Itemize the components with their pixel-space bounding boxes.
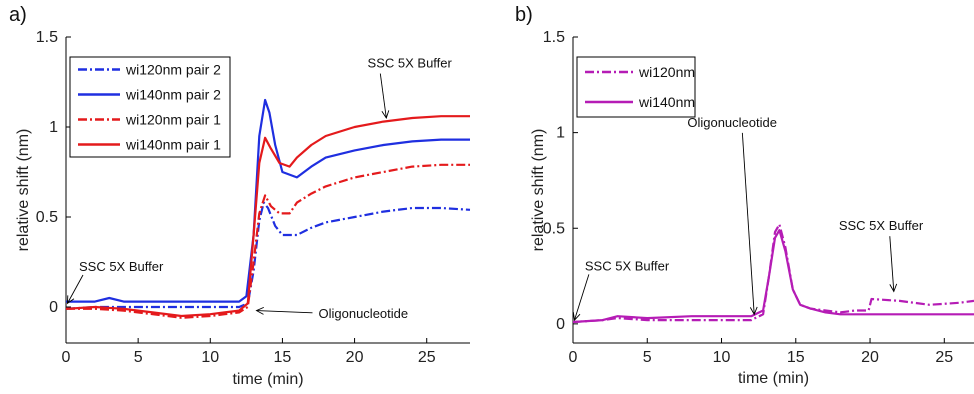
annotation-arrowhead: [66, 295, 75, 305]
legend-entry: wi140nm pair 2: [125, 87, 221, 103]
x-tick-label: 10: [201, 349, 219, 366]
legend-box: [576, 56, 696, 118]
legend-entry: wi120nm pair 1: [125, 112, 221, 128]
x-tick-label: 15: [274, 349, 292, 366]
chart-panel-b: 0 5 10 15 20 25 0 0.5 1 1.5 time (min) relative shi…: [515, 4, 974, 387]
annotation-arrowhead: [889, 283, 898, 293]
legend-entry: wi140nm pair 1: [125, 137, 221, 153]
y-tick-label: 0: [556, 316, 565, 333]
annotation-arrow: [889, 236, 895, 292]
annotation-arrowhead: [749, 306, 758, 316]
x-tick-label: 10: [713, 349, 731, 366]
y-tick-label: 0.5: [543, 220, 565, 237]
panel-label: a): [9, 4, 27, 26]
annotation-arrowhead: [381, 110, 390, 120]
x-tick-label: 20: [346, 349, 364, 366]
x-axis-label: time (min): [738, 370, 809, 387]
annotation-arrow: [256, 310, 313, 314]
annotation-label: SSC 5X Buffer: [839, 218, 924, 233]
x-tick-label: 0: [569, 349, 578, 366]
annotation-arrow: [67, 274, 84, 304]
series-line-wi120nm-pair-2: [65, 201, 471, 310]
panel-label: b): [515, 4, 533, 26]
annotation-arrowhead: [255, 306, 264, 315]
annotation-arrow: [379, 73, 387, 119]
annotation-label: Oligonucleotide: [319, 306, 409, 321]
legend-entry: wi120nm pair 2: [125, 62, 221, 78]
x-tick-label: 25: [935, 349, 953, 366]
x-tick-label: 15: [787, 349, 805, 366]
x-axis-label: time (min): [232, 371, 303, 388]
y-tick-label: 1.5: [36, 29, 58, 46]
x-tick-label: 5: [643, 349, 652, 366]
series-line-wi140nm-pair-1: [65, 115, 470, 318]
chart-panel-a: 0 5 10 15 20 25 0 0.5 1 1.5 time (min) relative shi…: [9, 4, 471, 388]
series-line-wi140nm-pair-2: [66, 98, 470, 303]
legend-entry: wi120nm: [638, 64, 695, 80]
annotation-label: SSC 5X Buffer: [585, 258, 670, 273]
annotation-arrow: [741, 132, 755, 315]
series-line-wi120nm-pair-1: [66, 163, 470, 319]
annotation-arrowhead: [572, 312, 581, 322]
x-tick-label: 0: [62, 349, 71, 366]
annotation-arrow: [574, 274, 590, 321]
series-line-wi140nm: [572, 229, 974, 324]
x-tick-label: 5: [134, 349, 143, 366]
annotation-label: Oligonucleotide: [687, 115, 777, 130]
y-tick-label: 1: [556, 125, 565, 142]
x-tick-label: 25: [418, 349, 436, 366]
y-tick-label: 1: [49, 119, 58, 136]
y-tick-label: 0: [49, 299, 58, 316]
y-tick-label: 1.5: [543, 29, 565, 46]
y-axis-label: relative shift (nm): [15, 129, 32, 252]
annotation-label: SSC 5X Buffer: [368, 56, 453, 71]
x-tick-label: 20: [861, 349, 879, 366]
legend-box: [69, 56, 231, 158]
annotation-label: SSC 5X Buffer: [79, 259, 164, 274]
legend-entry: wi140nm: [638, 94, 695, 110]
y-axis-label: relative shift (nm): [530, 129, 547, 252]
y-tick-label: 0.5: [36, 209, 58, 226]
